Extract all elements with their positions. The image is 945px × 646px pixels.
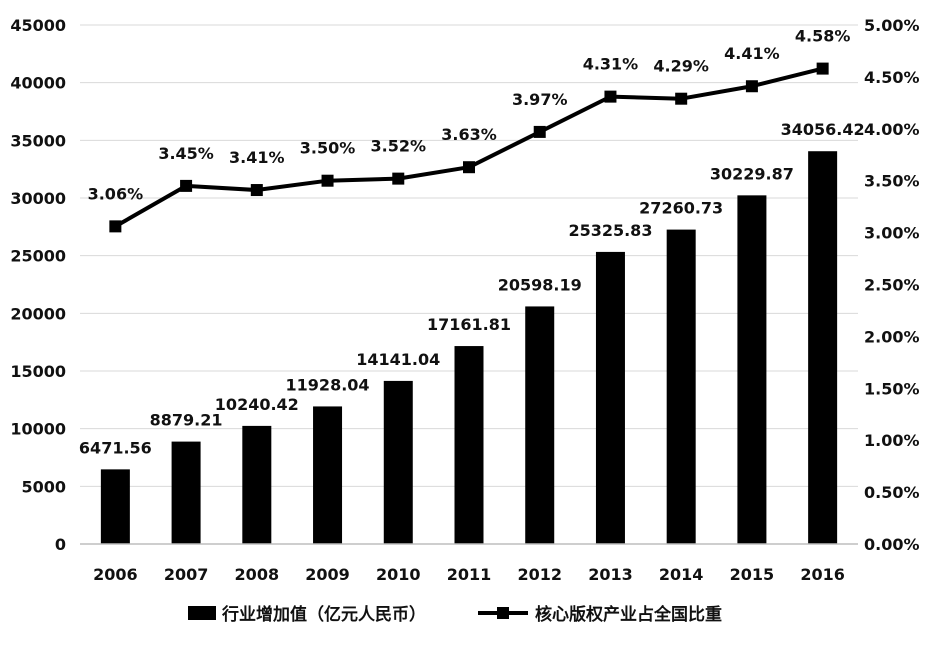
bar	[454, 346, 484, 544]
bar	[100, 469, 130, 544]
bar-data-label: 27260.73	[639, 199, 723, 218]
x-tick-label: 2013	[588, 565, 633, 584]
legend-line-label: 核心版权产业占全国比重	[535, 604, 722, 625]
bar-data-label: 6471.56	[79, 438, 152, 457]
bar	[383, 380, 413, 544]
y-right-tick-label: 1.00%	[864, 431, 920, 450]
x-tick-label: 2016	[800, 565, 845, 584]
y-right-tick-label: 0.50%	[864, 483, 920, 502]
y-left-tick-label: 15000	[10, 362, 66, 381]
bar-data-label: 10240.42	[215, 395, 299, 414]
bar	[313, 406, 343, 544]
line-marker	[109, 220, 122, 233]
line-data-label: 3.06%	[88, 184, 144, 203]
bar-data-label: 20598.19	[498, 275, 582, 294]
x-tick-label: 2006	[93, 565, 138, 584]
x-tick-label: 2008	[235, 565, 280, 584]
y-right-tick-label: 4.50%	[864, 68, 920, 87]
y-left-tick-label: 25000	[10, 247, 66, 266]
y-right-tick-label: 5.00%	[864, 16, 920, 35]
x-tick-label: 2015	[730, 565, 775, 584]
y-left-tick-label: 35000	[10, 131, 66, 150]
axes: 0 5000 10000 15000 20000 25000 30000 35000 40000…	[10, 16, 919, 584]
legend-bar-label: 行业增加值（亿元人民币）	[221, 604, 426, 625]
bar	[525, 306, 555, 544]
line-data-label: 4.58%	[795, 27, 851, 46]
x-tick-label: 2009	[305, 565, 350, 584]
bar	[595, 251, 625, 545]
line-marker	[321, 174, 334, 187]
line-marker	[392, 172, 405, 185]
gridlines	[80, 24, 858, 545]
y-right-tick-label: 2.00%	[864, 327, 920, 346]
x-tick-label: 2014	[659, 565, 704, 584]
x-tick-label: 2012	[517, 565, 562, 584]
bar-data-label: 11928.04	[286, 375, 370, 394]
y-right-tick-label: 2.50%	[864, 276, 920, 295]
line-data-label: 3.50%	[300, 139, 356, 158]
y-left-tick-label: 40000	[10, 74, 66, 93]
bar-data-label: 30229.87	[710, 164, 794, 183]
y-right-tick-label: 3.50%	[864, 172, 920, 191]
bar-data-label: 8879.21	[150, 411, 223, 430]
bar-data-label: 17161.81	[427, 315, 511, 334]
line-marker	[816, 62, 829, 75]
line-marker	[463, 161, 475, 174]
y-left-tick-label: 45000	[10, 16, 66, 35]
y-left-tick-label: 0	[55, 535, 66, 554]
y-left-tick-label: 10000	[10, 420, 66, 439]
x-tick-label: 2011	[447, 565, 492, 584]
line-marker	[745, 80, 758, 93]
bar	[666, 229, 696, 545]
line-data-label: 4.29%	[653, 57, 709, 76]
legend: 行业增加值（亿元人民币） 核心版权产业占全国比重	[188, 604, 722, 625]
line-series: 3.06% 3.45% 3.41% 3.50% 3.52% 3.63% 3.97% 4.31%…	[88, 27, 851, 233]
legend-line-marker	[497, 607, 509, 619]
line-marker	[533, 125, 546, 138]
y-left-tick-label: 5000	[21, 477, 66, 496]
bar	[242, 425, 272, 544]
legend-bar-swatch	[188, 606, 216, 620]
line-data-label: 3.45%	[158, 144, 214, 163]
bar-data-label: 25325.83	[568, 221, 652, 240]
y-left-tick-label: 20000	[10, 304, 66, 323]
bar	[737, 195, 767, 545]
y-right-tick-label: 3.00%	[864, 224, 920, 243]
line-data-label: 3.41%	[229, 148, 285, 167]
bar	[808, 151, 838, 545]
line-data-label: 4.31%	[583, 55, 639, 74]
line-marker	[604, 90, 617, 103]
bar-data-label: 34056.42	[781, 120, 865, 139]
line-data-label: 3.52%	[371, 137, 427, 156]
x-tick-label: 2010	[376, 565, 421, 584]
x-tick-label: 2007	[164, 565, 209, 584]
line-data-label: 3.63%	[441, 125, 497, 144]
line-marker	[180, 179, 193, 192]
y-right-tick-label: 1.50%	[864, 379, 920, 398]
line-marker	[675, 92, 688, 105]
line-data-label: 4.41%	[724, 44, 780, 63]
bar-data-label: 14141.04	[356, 350, 440, 369]
y-right-tick-label: 4.00%	[864, 120, 920, 139]
y-right-tick-label: 0.00%	[864, 535, 920, 554]
y-left-tick-label: 30000	[10, 189, 66, 208]
line-marker	[250, 184, 263, 197]
line-data-label: 3.97%	[512, 90, 568, 109]
bar	[171, 441, 201, 544]
